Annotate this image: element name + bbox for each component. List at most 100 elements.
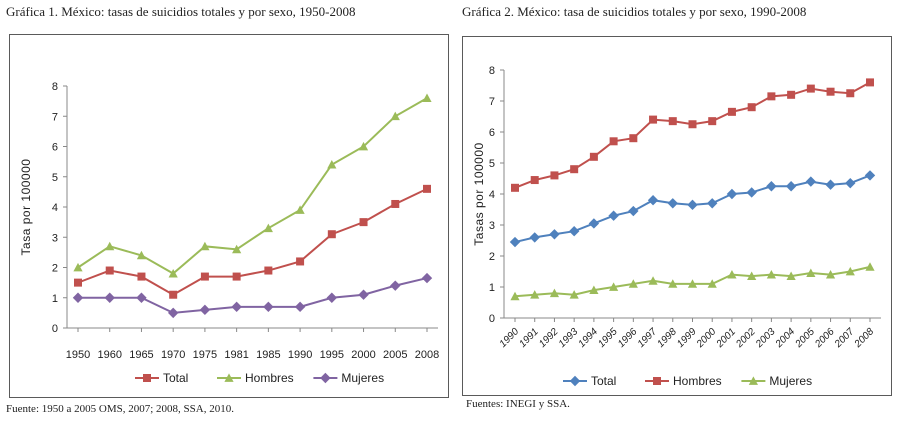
- chart2-x-tick-label: 1995: [596, 326, 620, 350]
- chart2-legend-marker-mujeres: [748, 376, 758, 385]
- chart2-x-tick-label: 2004: [773, 326, 798, 351]
- chart1-point-hombres: [73, 262, 83, 272]
- chart1-x-tick-label: 1995: [320, 349, 344, 361]
- chart1-point-mujeres: [167, 307, 179, 319]
- chart1-point-hombres: [136, 250, 147, 260]
- chart1-line-mujeres: [78, 277, 428, 314]
- chart2-y-tick-label: 7: [489, 96, 495, 108]
- chart1-point-total: [232, 272, 241, 281]
- chart1-series-total: [74, 184, 431, 299]
- chart1-x-tick-label: 2005: [383, 349, 407, 361]
- chart2-point-mujeres: [628, 279, 638, 288]
- chart2-point-total: [608, 210, 619, 221]
- chart1-point-hombres: [295, 205, 305, 214]
- chart2-x-tick-label: 1990: [498, 326, 522, 350]
- chart2-x-tick-label: 2000: [694, 326, 719, 351]
- chart1-point-mujeres: [358, 289, 369, 300]
- chart2-point-hombres: [609, 137, 618, 146]
- chart1-point-mujeres: [136, 292, 147, 303]
- chart1-legend-marker-hombres: [224, 373, 234, 382]
- chart2-x-tick-label: 2002: [734, 326, 759, 351]
- chart1-point-mujeres: [72, 292, 84, 303]
- chart2-point-hombres: [629, 134, 638, 143]
- chart2-x-tick-label: 2006: [812, 326, 837, 351]
- chart1-y-tick-label: 2: [52, 263, 58, 275]
- chart1-line-total: [77, 187, 428, 296]
- chart2-point-total: [588, 218, 600, 229]
- chart2-y-tick-label: 8: [489, 65, 495, 77]
- chart1-point-hombres: [168, 268, 178, 278]
- chart2-x-tick-label: 1998: [655, 326, 679, 350]
- chart2-point-mujeres: [825, 270, 836, 279]
- chart1-title: Gráfica 1. México: tasas de suicidios to…: [6, 4, 356, 19]
- chart1-point-total: [105, 266, 114, 275]
- chart1-series-hombres: [73, 93, 432, 278]
- chart2-point-hombres: [767, 92, 776, 101]
- chart1-panel: 0 1 2 3 4 5 6 7 8 Tasa por 100000 1950 1960 1965 1970…: [9, 34, 449, 398]
- chart2-point-mujeres: [609, 282, 619, 291]
- chart2-point-hombres: [806, 84, 815, 93]
- chart2-point-mujeres: [707, 279, 717, 288]
- chart2-series-hombres: [511, 78, 874, 192]
- chart2-x-tick-label: 1996: [616, 326, 640, 350]
- chart1-point-total: [200, 272, 209, 281]
- chart2-point-total: [549, 229, 560, 240]
- chart2-point-hombres: [826, 87, 835, 96]
- chart1-y-tick-label: 8: [52, 81, 58, 93]
- chart1-x-tick-label: 1965: [129, 349, 153, 361]
- chart2-x-tick-label: 2001: [714, 326, 738, 350]
- chart2-point-mujeres: [747, 271, 757, 281]
- chart1-x-tick-label: 1975: [193, 349, 217, 361]
- chart2-point-mujeres: [865, 262, 875, 271]
- chart2-point-hombres: [688, 120, 697, 129]
- chart2-y-tick-label: 5: [489, 158, 495, 170]
- chart2-point-total: [805, 176, 817, 187]
- chart2-point-mujeres: [589, 285, 599, 295]
- chart2-point-hombres: [511, 183, 519, 192]
- chart2-x-tick-label: 2005: [793, 326, 818, 351]
- chart2-y-tick-label: 2: [489, 251, 495, 263]
- chart2-point-total: [726, 188, 738, 200]
- chart2-x-tick-label: 2007: [832, 326, 857, 351]
- chart1-series-mujeres: [72, 272, 433, 319]
- chart2-point-hombres: [649, 115, 658, 124]
- chart1-point-total: [264, 266, 273, 275]
- chart2-point-mujeres: [845, 266, 855, 276]
- chart1-y-tick-label: 6: [52, 142, 58, 154]
- chart2-y-axis-label: Tasas por 100000: [472, 142, 486, 245]
- chart2-point-hombres: [727, 107, 736, 116]
- chart1-x-tick-label: 1985: [256, 349, 280, 361]
- chart2-x-tick-label: 1993: [557, 326, 581, 350]
- chart1-point-total: [296, 257, 305, 266]
- chart2-title: Gráfica 2. México: tasa de suicidios tot…: [462, 4, 807, 19]
- chart1-point-total: [423, 184, 431, 193]
- chart2-point-hombres: [570, 165, 579, 174]
- chart2-legend-label-total: Total: [591, 374, 616, 388]
- chart1-point-total: [169, 290, 178, 299]
- chart2-x-tick-label: 2003: [753, 326, 778, 351]
- chart2-point-mujeres: [510, 291, 520, 301]
- chart1-point-mujeres: [199, 304, 211, 316]
- chart2-x-tick-label: 1999: [675, 326, 699, 350]
- chart1-point-mujeres: [263, 301, 274, 313]
- chart2-x-tick-label: 1992: [537, 326, 561, 350]
- chart2-point-mujeres: [766, 270, 776, 279]
- chart2-point-total: [568, 226, 580, 237]
- chart2-x-tick-label: 1997: [636, 326, 660, 350]
- chart2-point-hombres: [866, 78, 874, 87]
- chart1-point-hombres: [263, 223, 273, 233]
- chart1-y-tick-label: 0: [52, 323, 58, 335]
- chart2-point-hombres: [708, 117, 717, 126]
- chart2-point-total: [746, 187, 757, 198]
- chart1-source: Fuente: 1950 a 2005 OMS, 2007; 2008, SSA…: [6, 403, 234, 415]
- chart2-point-total: [707, 198, 718, 209]
- chart1-legend: Total Hombres Mujeres: [135, 371, 384, 385]
- chart1-point-mujeres: [294, 301, 306, 313]
- chart2-legend-marker-total: [569, 375, 581, 387]
- chart1-point-total: [74, 278, 82, 287]
- chart1-x-tick-label: 1970: [161, 349, 185, 361]
- chart1-x-tick-label: 2008: [415, 349, 439, 361]
- chart1-y-tick-label: 3: [52, 232, 58, 244]
- chart1-point-hombres: [390, 111, 400, 121]
